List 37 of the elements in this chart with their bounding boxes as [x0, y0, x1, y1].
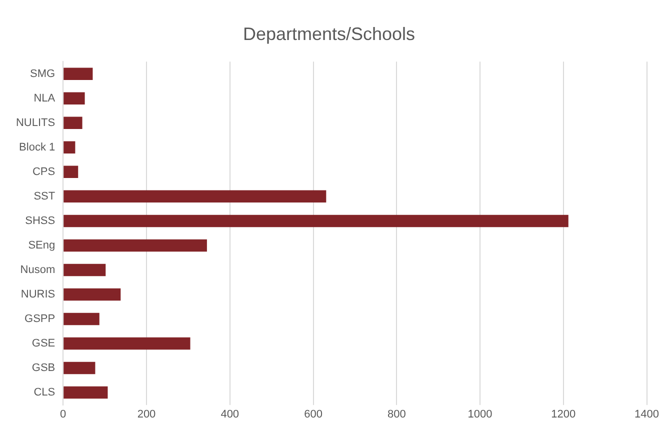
chart-title: Departments/Schools: [242, 24, 416, 44]
y-tick-label: Nusom: [20, 264, 56, 276]
x-tick-label: 200: [137, 408, 156, 420]
bar: [64, 116, 82, 130]
y-tick-label: CPS: [32, 166, 56, 178]
y-tick-label: NURIS: [20, 288, 56, 301]
y-tick-label: GSPP: [24, 313, 56, 326]
y-tick-label: NULITS: [16, 116, 56, 129]
bar: [64, 312, 100, 326]
x-tick-label: 800: [387, 408, 406, 420]
bar: [64, 362, 96, 374]
y-tick-label: CLS: [34, 386, 56, 399]
y-tick-label: NLA: [34, 92, 56, 104]
bar: [64, 68, 93, 80]
bar: [64, 386, 108, 399]
bar: [64, 92, 85, 104]
y-tick-label: SHSS: [25, 214, 56, 227]
y-tick-label: GSE: [32, 338, 56, 350]
x-tick-label: 1400: [634, 408, 660, 420]
y-tick-label: SEng: [28, 239, 56, 252]
y-tick-label: SST: [34, 190, 56, 202]
bar: [64, 264, 106, 276]
bar: [64, 214, 568, 228]
y-tick-label: GSB: [32, 362, 56, 374]
x-tick-label: 1000: [468, 408, 492, 420]
bar: [64, 190, 326, 203]
bar: [64, 288, 121, 301]
bar: [64, 141, 76, 154]
bar: [64, 239, 207, 252]
x-tick-label: 0: [60, 408, 66, 420]
y-tick-label: Block 1: [19, 141, 56, 154]
x-tick-label: 400: [220, 408, 240, 420]
x-tick-label: 600: [304, 408, 322, 420]
bar: [64, 337, 190, 350]
x-tick-label: 1200: [551, 408, 576, 420]
y-tick-label: SMG: [30, 68, 56, 80]
bar: [64, 166, 78, 178]
